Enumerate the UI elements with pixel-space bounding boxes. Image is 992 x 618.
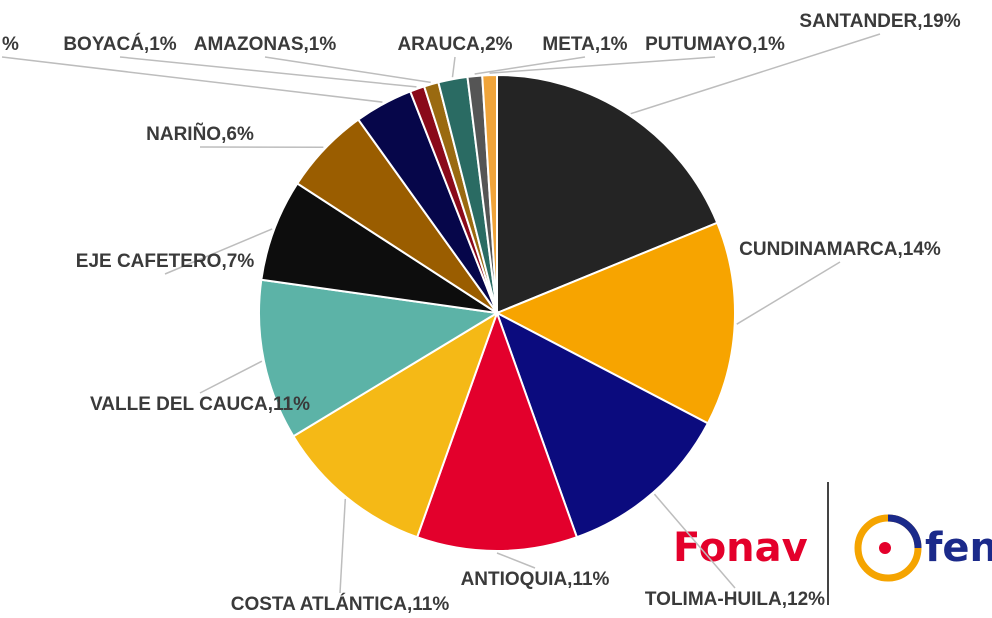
- leader-line: [164, 228, 273, 275]
- pie-slice: [496, 73, 719, 315]
- data-label: EJE CAFETERO,7%: [76, 251, 255, 272]
- leader-line: [653, 493, 736, 589]
- leader-line: [339, 498, 347, 594]
- label-category: NARIÑO: [146, 123, 221, 145]
- label-separator: ,: [567, 569, 572, 590]
- label-separator: ,: [268, 394, 273, 415]
- label-value: 1%: [600, 34, 628, 55]
- label-category: META: [542, 34, 595, 55]
- leader-line: [630, 33, 881, 115]
- label-separator: ,: [221, 124, 226, 145]
- label-category: ANTIOQUIA: [461, 569, 568, 590]
- label-separator: ,: [480, 34, 485, 55]
- leader-line: [474, 56, 586, 75]
- label-value: 1%: [149, 34, 177, 55]
- data-label: ANTIOQUIA,11%: [461, 569, 610, 590]
- data-label: BOYACÁ,1%: [63, 33, 176, 55]
- label-value: 1%: [757, 34, 785, 55]
- label-separator: ,: [221, 251, 226, 272]
- label-separator: ,: [782, 589, 787, 610]
- logo-fen: fen: [925, 525, 992, 571]
- data-label: SANTANDER,19%: [799, 11, 960, 32]
- data-label: NARIÑO,6%: [146, 123, 254, 145]
- label-value: 11%: [273, 394, 310, 415]
- leader-line: [199, 360, 263, 394]
- label-value: 19%: [923, 11, 961, 32]
- data-label: PUTUMAYO,1%: [645, 34, 785, 55]
- label-value: 11%: [412, 594, 449, 615]
- label-value: 2%: [485, 34, 513, 55]
- label-category: VALLE DEL CAUCA: [90, 394, 268, 415]
- label-category: EJE CAFETERO: [76, 251, 222, 272]
- label-value: 7%: [227, 251, 255, 272]
- leader-line: [736, 261, 841, 325]
- leader-line: [264, 56, 431, 84]
- leader-line: [119, 56, 417, 88]
- data-label: ARAUCA,2%: [397, 34, 512, 55]
- pie-slice: [258, 278, 500, 438]
- pie-slice: [260, 182, 498, 314]
- logo-icon: [854, 514, 922, 582]
- label-separator: ,: [917, 11, 922, 32]
- label-separator: ,: [898, 239, 903, 260]
- logo-fonav: Fonav: [673, 525, 808, 571]
- label-category: BOYACÁ: [63, 33, 144, 55]
- label-category: TOLIMA-HUILA: [645, 589, 782, 610]
- label-value: 6%: [226, 124, 254, 145]
- label-value: 11%: [572, 569, 609, 590]
- leader-line: [451, 56, 456, 78]
- data-label: VALLE DEL CAUCA,11%: [90, 394, 310, 415]
- pie-slice: [415, 310, 579, 552]
- data-label: AMAZONAS,1%: [194, 34, 337, 55]
- data-label: TOLIMA-HUILA,12%: [645, 589, 825, 610]
- pie-slice: [494, 221, 736, 425]
- label-separator: ,: [407, 594, 412, 615]
- label-value: 12%: [787, 589, 825, 610]
- pie-slice: [292, 310, 499, 539]
- data-label: COSTA ATLÁNTICA,11%: [231, 593, 450, 615]
- data-label: %: [2, 34, 19, 55]
- label-category: ARAUCA: [397, 34, 480, 55]
- pie-slice: [481, 73, 498, 314]
- label-category: SANTANDER: [799, 11, 917, 32]
- label-separator: ,: [595, 34, 600, 55]
- leader-line: [489, 56, 716, 74]
- data-label: META,1%: [542, 34, 627, 55]
- leader-line: [1, 56, 383, 103]
- label-separator: ,: [144, 34, 149, 55]
- label-category: PUTUMAYO: [645, 34, 752, 55]
- label-category: AMAZONAS: [194, 34, 304, 55]
- label-category: CUNDINAMARCA: [739, 239, 898, 260]
- pie-slice: [495, 310, 710, 539]
- label-value: 1%: [309, 34, 337, 55]
- leader-line: [496, 552, 536, 569]
- label-category: COSTA ATLÁNTICA: [231, 593, 408, 615]
- label-value: 14%: [903, 239, 941, 260]
- label-separator: ,: [752, 34, 757, 55]
- label-separator: ,: [304, 34, 309, 55]
- pie: [1, 33, 881, 594]
- data-label: CUNDINAMARCA,14%: [739, 239, 941, 260]
- label-value: %: [2, 34, 19, 55]
